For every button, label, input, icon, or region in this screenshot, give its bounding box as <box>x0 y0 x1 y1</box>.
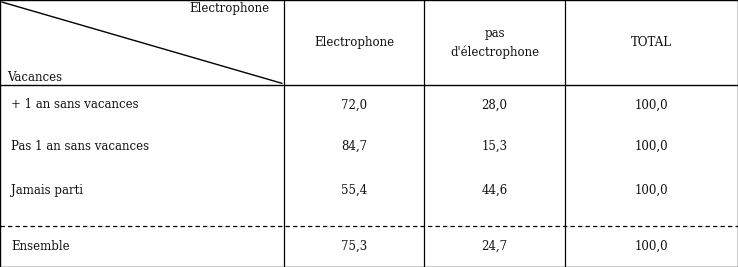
Text: 24,7: 24,7 <box>481 240 508 253</box>
Text: 84,7: 84,7 <box>341 140 368 153</box>
Text: 100,0: 100,0 <box>635 98 668 111</box>
Text: 55,4: 55,4 <box>341 184 368 197</box>
Text: Ensemble: Ensemble <box>11 240 69 253</box>
Text: Vacances: Vacances <box>7 71 63 84</box>
Text: pas
d'électrophone: pas d'électrophone <box>450 27 539 58</box>
Text: 100,0: 100,0 <box>635 184 668 197</box>
Text: Pas 1 an sans vacances: Pas 1 an sans vacances <box>11 140 149 153</box>
Text: 100,0: 100,0 <box>635 240 668 253</box>
Text: 28,0: 28,0 <box>481 98 508 111</box>
Text: 15,3: 15,3 <box>481 140 508 153</box>
Text: 75,3: 75,3 <box>341 240 368 253</box>
Text: Electrophone: Electrophone <box>314 36 394 49</box>
Text: 44,6: 44,6 <box>481 184 508 197</box>
Text: 72,0: 72,0 <box>341 98 368 111</box>
Text: Jamais parti: Jamais parti <box>11 184 83 197</box>
Text: 100,0: 100,0 <box>635 140 668 153</box>
Text: TOTAL: TOTAL <box>631 36 672 49</box>
Text: Electrophone: Electrophone <box>189 2 269 14</box>
Text: + 1 an sans vacances: + 1 an sans vacances <box>11 98 139 111</box>
